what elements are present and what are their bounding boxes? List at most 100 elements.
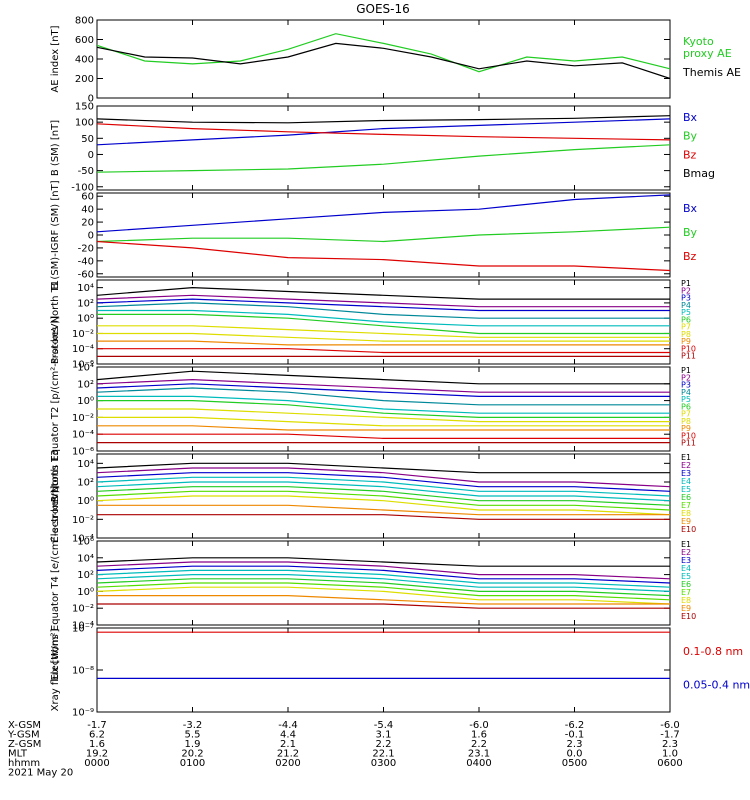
series-line-p2 bbox=[96, 378, 670, 393]
y-tick-label: 20 bbox=[81, 218, 94, 229]
legend-entry: 0.05-0.4 nm bbox=[683, 678, 750, 691]
legend: Bx By Bz bbox=[683, 202, 698, 263]
panel-5: 10⁻⁶ 10⁻⁴ 10⁻² 10⁰ 10² 10⁴ Protons Equator T2 … bbox=[50, 316, 696, 503]
ephemeris-value: 21.2 bbox=[277, 749, 299, 760]
ephemeris-value: 0400 bbox=[466, 758, 491, 769]
y-tick-label: 10⁶ bbox=[77, 537, 94, 548]
legend-entry: P7 bbox=[681, 410, 691, 419]
y-tick-label: 0 bbox=[88, 231, 94, 242]
series-line-bz bbox=[96, 123, 671, 141]
y-tick-label: 400 bbox=[75, 55, 94, 66]
series-line-bz bbox=[96, 240, 671, 272]
y-tick-label: 10⁻⁹ bbox=[72, 708, 94, 719]
series-line-bx bbox=[96, 118, 671, 146]
series-line-e6 bbox=[96, 486, 671, 506]
y-tick-label: 40 bbox=[81, 205, 94, 216]
series-line-e3 bbox=[96, 565, 671, 584]
legend-entry: P2 bbox=[681, 286, 691, 295]
legend-entry: E1 bbox=[681, 540, 691, 549]
y-tick-label: 10⁰ bbox=[77, 587, 94, 598]
y-axis-label: Protons North T1 bbox=[50, 280, 61, 364]
ephemeris-value: 2.1 bbox=[280, 739, 296, 750]
legend-entry: E9 bbox=[681, 517, 691, 526]
ephemeris-value: 23.1 bbox=[468, 749, 490, 760]
series-line-p6 bbox=[97, 400, 670, 418]
legend-entry: P1 bbox=[681, 279, 691, 288]
legend-entry: Kyoto bbox=[683, 35, 714, 48]
legend-entry: E2 bbox=[681, 548, 691, 557]
y-axis-label: Protons Equator T2 [p/(cm²-s-sr-keV)] bbox=[50, 316, 61, 503]
y-tick-label: 10⁰ bbox=[77, 314, 94, 325]
series-line-e1 bbox=[96, 557, 670, 567]
legend-entry: 0.1-0.8 nm bbox=[683, 645, 743, 658]
legend-entry: E3 bbox=[681, 469, 691, 478]
legend-entry: P5 bbox=[681, 308, 691, 317]
legend-entry: P6 bbox=[681, 315, 691, 324]
y-tick-label: -60 bbox=[78, 269, 94, 280]
y-tick-label: 200 bbox=[75, 74, 94, 85]
y-tick-label: 10⁻⁸ bbox=[72, 666, 94, 677]
y-tick-label: 10⁻² bbox=[72, 413, 94, 424]
ephemeris-value: 22.1 bbox=[372, 749, 394, 760]
ephemeris-value: -0.1 bbox=[565, 730, 585, 741]
ephemeris-row-label: MLT bbox=[8, 749, 28, 760]
panel-2: -100 -50 0 50 100 150 B (SM) [nT] Bx By Bz Bmag bbox=[50, 102, 715, 194]
ephemeris-value: 0100 bbox=[180, 758, 205, 769]
legend-entry: E8 bbox=[681, 509, 691, 518]
legend-entry: Bx bbox=[683, 202, 698, 215]
y-axis-label: AE index [nT] bbox=[50, 25, 61, 92]
series-line-e3 bbox=[96, 472, 671, 492]
y-tick-label: 10² bbox=[77, 298, 94, 309]
legend-entry: E6 bbox=[681, 580, 691, 589]
y-tick-label: 100 bbox=[75, 118, 94, 129]
ephemeris-value: 2.3 bbox=[662, 739, 678, 750]
series-line-p9 bbox=[97, 340, 670, 346]
legend-entry: P4 bbox=[681, 301, 691, 310]
legend-entry: By bbox=[683, 226, 698, 239]
y-tick-label: 10⁻⁶ bbox=[72, 360, 94, 371]
ephemeris-value: 0200 bbox=[275, 758, 300, 769]
legend-entry: P9 bbox=[681, 424, 691, 433]
series-line-e4 bbox=[96, 569, 671, 588]
series-line-e8 bbox=[96, 586, 671, 605]
y-tick-label: -50 bbox=[78, 166, 94, 177]
y-tick-label: 50 bbox=[81, 134, 94, 145]
ephemeris-date: 2021 May 20 bbox=[8, 768, 73, 779]
y-axis-label: Xray flux [W/m²] bbox=[50, 629, 61, 712]
ephemeris-row-label: Y-GSM bbox=[7, 730, 40, 741]
series-line-e6 bbox=[96, 578, 671, 597]
series-line-p3 bbox=[96, 298, 670, 312]
ephemeris-value: 1.6 bbox=[471, 730, 487, 741]
y-tick-label: 10⁴ bbox=[77, 283, 94, 294]
series-line-e1 bbox=[96, 462, 670, 474]
y-tick-label: 10⁻⁷ bbox=[72, 624, 94, 635]
legend-entry: P5 bbox=[681, 395, 691, 404]
y-tick-label: 0 bbox=[88, 150, 94, 161]
y-tick-label: 10⁻² bbox=[72, 515, 94, 526]
ephemeris-value: -5.4 bbox=[374, 720, 394, 731]
y-tick-label: 10² bbox=[77, 570, 94, 581]
ephemeris-value: 1.0 bbox=[662, 749, 678, 760]
ephemeris-value: -1.7 bbox=[660, 730, 680, 741]
series-line-p8 bbox=[97, 332, 670, 342]
ephemeris-value: 5.5 bbox=[185, 730, 201, 741]
y-tick-label: 0 bbox=[88, 94, 94, 105]
legend-entry: E4 bbox=[681, 564, 691, 573]
legend-entry: Bz bbox=[683, 148, 697, 161]
legend-entry: P7 bbox=[681, 323, 691, 332]
legend-entry: P1 bbox=[681, 366, 691, 375]
series-line-e9 bbox=[97, 504, 670, 516]
series-line-kyoto-proxy-ae bbox=[96, 33, 671, 73]
series-line-p2 bbox=[96, 294, 670, 308]
y-tick-label: 600 bbox=[75, 35, 94, 46]
ephemeris-value: -1.7 bbox=[87, 720, 107, 731]
ephemeris-value: 2.3 bbox=[567, 739, 583, 750]
series-line-p1 bbox=[96, 286, 670, 300]
y-tick-label: 10⁻⁴ bbox=[72, 534, 94, 545]
series-line-e10 bbox=[97, 514, 670, 520]
ephemeris-value: 4.4 bbox=[280, 730, 296, 741]
series-line-e5 bbox=[96, 573, 671, 592]
